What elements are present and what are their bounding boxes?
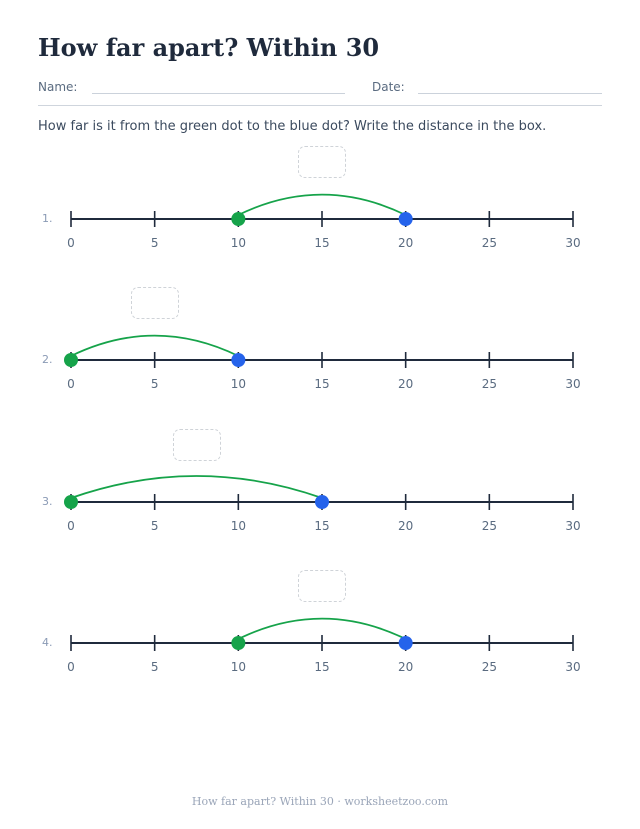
tick-label: 10	[231, 660, 246, 674]
tick-label: 0	[67, 519, 75, 533]
green-dot	[64, 494, 78, 509]
green-dot	[231, 212, 246, 226]
date-field[interactable]	[418, 93, 602, 94]
tick-label: 20	[398, 377, 413, 391]
problem-2: 2. 0 5 10 15 20 25 30	[0, 282, 640, 422]
tick-label: 0	[67, 377, 75, 391]
tick-label: 10	[231, 236, 246, 250]
tick-label: 5	[151, 660, 159, 674]
number-line: 0 5 10 15 20 25 30	[67, 617, 581, 674]
tick-label: 5	[151, 236, 159, 250]
tick-label: 25	[482, 660, 497, 674]
tick-label: 30	[565, 519, 580, 533]
name-field[interactable]	[92, 93, 345, 94]
distance-arc	[70, 474, 323, 499]
tick-label: 30	[565, 236, 580, 250]
tick-label: 15	[314, 236, 329, 250]
blue-dot	[398, 212, 413, 226]
green-dot	[231, 635, 246, 650]
tick-label: 10	[231, 377, 246, 391]
tick-label: 25	[482, 236, 497, 250]
problem-number: 4.	[42, 635, 53, 649]
tick-label: 0	[67, 660, 75, 674]
green-dot	[64, 353, 78, 368]
tick-label: 15	[314, 519, 329, 533]
answer-box[interactable]	[130, 287, 179, 320]
tick-label: 15	[314, 660, 329, 674]
problem-3: 3. 0 5 10 15 20 25 30	[0, 424, 640, 564]
distance-arc	[237, 617, 407, 640]
tick-label: 10	[231, 519, 246, 533]
answer-box[interactable]	[172, 428, 221, 461]
problem-number: 3.	[42, 494, 53, 508]
name-label: Name:	[38, 80, 78, 94]
page-title: How far apart? Within 30	[38, 33, 380, 62]
date-label: Date:	[372, 80, 405, 94]
footer: How far apart? Within 30 · worksheetzoo.…	[191, 795, 449, 808]
distance-arc	[237, 193, 407, 216]
tick-label: 5	[151, 377, 159, 391]
tick-label: 15	[314, 377, 329, 391]
blue-dot	[398, 635, 413, 650]
tick-label: 20	[398, 519, 413, 533]
tick-label: 20	[398, 660, 413, 674]
tick-label: 30	[565, 660, 580, 674]
distance-arc	[70, 335, 239, 358]
problem-1: 1. 0 5 10 15 20 25 30	[0, 141, 640, 281]
problem-number: 1.	[42, 212, 53, 225]
number-line: 0 5 10 15 20 25 30	[64, 474, 581, 533]
tick-label: 30	[565, 377, 580, 391]
instructions: How far is it from the green dot to the …	[38, 119, 547, 134]
answer-box[interactable]	[298, 146, 346, 178]
header-divider	[38, 105, 602, 106]
number-line: 0 5 10 15 20 25 30	[64, 335, 581, 391]
tick-label: 5	[151, 519, 159, 533]
tick-label: 25	[482, 377, 497, 391]
answer-box[interactable]	[298, 569, 346, 602]
number-line: 0 5 10 15 20 25 30	[67, 193, 581, 250]
tick-label: 25	[482, 519, 497, 533]
blue-dot	[231, 353, 246, 368]
tick-label: 20	[398, 236, 413, 250]
blue-dot	[315, 494, 329, 509]
tick-label: 0	[67, 236, 75, 250]
problem-number: 2.	[42, 353, 53, 367]
problem-4: 4. 0 5 10 15 20 25 30	[0, 565, 640, 705]
